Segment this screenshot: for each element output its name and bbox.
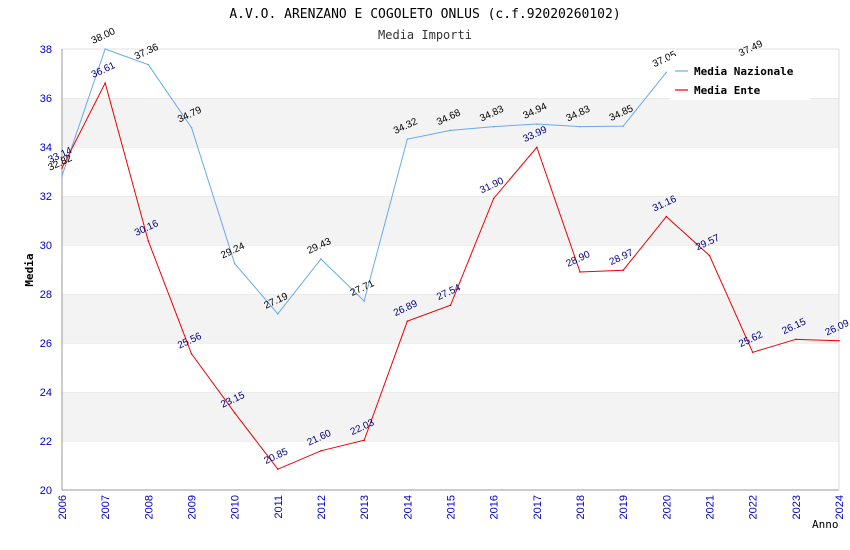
grid-band bbox=[62, 147, 839, 196]
grid-band bbox=[62, 343, 839, 392]
y-tick-label: 26 bbox=[40, 338, 52, 350]
x-tick-label: 2018 bbox=[575, 495, 587, 519]
y-tick-label: 24 bbox=[40, 387, 52, 399]
data-label-media-nazionale: 38.00 bbox=[90, 26, 118, 47]
x-tick-label: 2015 bbox=[446, 495, 458, 519]
x-tick-label: 2024 bbox=[834, 495, 846, 519]
legend: Media Nazionale Media Ente bbox=[670, 56, 810, 100]
x-tick-label: 2006 bbox=[57, 495, 69, 519]
point-media-ente bbox=[492, 197, 495, 200]
point-media-nazionale bbox=[536, 123, 538, 125]
point-media-ente bbox=[190, 352, 193, 355]
point-media-ente bbox=[233, 412, 236, 414]
x-tick-label: 2017 bbox=[532, 495, 544, 519]
x-tick-label: 2011 bbox=[273, 495, 285, 519]
y-tick-label: 38 bbox=[40, 44, 52, 56]
point-media-nazionale bbox=[449, 129, 452, 132]
point-media-nazionale bbox=[233, 262, 236, 265]
point-media-nazionale bbox=[320, 258, 322, 260]
legend-label-media-nazionale: Media Nazionale bbox=[694, 65, 794, 78]
grid-bands bbox=[62, 48, 839, 490]
grid-band bbox=[62, 441, 839, 490]
point-media-ente bbox=[147, 240, 150, 242]
point-media-ente bbox=[277, 468, 279, 470]
y-tick-label: 36 bbox=[40, 93, 52, 105]
point-media-nazionale bbox=[104, 48, 106, 50]
point-media-ente bbox=[320, 450, 322, 452]
axes bbox=[61, 49, 840, 491]
point-media-ente bbox=[579, 271, 581, 273]
x-tick-label: 2021 bbox=[705, 495, 717, 519]
point-media-nazionale bbox=[492, 125, 495, 128]
x-tick-label: 2016 bbox=[489, 495, 501, 519]
point-media-ente bbox=[795, 338, 797, 341]
x-tick-label: 2009 bbox=[187, 495, 199, 519]
x-tick-label: 2019 bbox=[618, 495, 630, 519]
point-media-ente bbox=[406, 320, 409, 322]
x-tick-label: 2022 bbox=[748, 495, 760, 519]
point-media-nazionale bbox=[277, 313, 279, 315]
chart-title: A.V.O. ARENZANO E COGOLETO ONLUS (c.f.92… bbox=[229, 7, 620, 22]
x-tick-label: 2008 bbox=[143, 495, 155, 519]
grid-band bbox=[62, 294, 839, 343]
x-tick-label: 2014 bbox=[402, 495, 414, 519]
point-media-nazionale bbox=[61, 175, 63, 177]
point-media-nazionale bbox=[579, 125, 581, 128]
point-media-ente bbox=[536, 146, 538, 149]
y-tick-label: 28 bbox=[40, 289, 52, 301]
point-media-nazionale bbox=[665, 71, 668, 74]
grid-band bbox=[62, 392, 839, 441]
point-media-nazionale bbox=[190, 126, 193, 129]
point-media-ente bbox=[622, 269, 624, 272]
y-tick-label: 34 bbox=[40, 142, 52, 154]
point-media-ente bbox=[104, 82, 106, 84]
x-tick-label: 2012 bbox=[316, 495, 328, 519]
point-media-nazionale bbox=[622, 125, 624, 127]
point-media-ente bbox=[751, 351, 754, 354]
point-media-ente bbox=[838, 339, 840, 342]
chart-subtitle: Media Importi bbox=[378, 28, 472, 42]
legend-label-media-ente: Media Ente bbox=[694, 84, 761, 97]
grid-band bbox=[62, 245, 839, 294]
y-tick-label: 22 bbox=[40, 436, 52, 448]
point-media-ente bbox=[363, 439, 365, 442]
x-tick-label: 2013 bbox=[359, 495, 371, 519]
x-axis-label: Anno bbox=[812, 518, 839, 531]
series-layer bbox=[61, 48, 840, 470]
y-tick-label: 20 bbox=[40, 485, 52, 497]
x-tick-label: 2020 bbox=[661, 495, 673, 519]
y-axis-label: Media bbox=[23, 253, 36, 286]
point-media-nazionale bbox=[406, 138, 409, 140]
grid-band bbox=[62, 98, 839, 147]
point-media-ente bbox=[708, 254, 711, 257]
y-tick-label: 32 bbox=[40, 191, 52, 203]
grid-band bbox=[62, 196, 839, 245]
x-tick-label: 2007 bbox=[100, 495, 112, 519]
x-tick-label: 2010 bbox=[230, 495, 242, 519]
x-ticks: 2006 2007 2008 2009 2010 2011 2012 2013 2014 2015… bbox=[57, 495, 846, 519]
point-media-nazionale bbox=[363, 300, 365, 302]
x-tick-label: 2023 bbox=[791, 495, 803, 519]
point-media-ente bbox=[61, 167, 63, 169]
point-media-ente bbox=[665, 215, 668, 218]
legend-background bbox=[670, 56, 810, 100]
y-ticks: 20 22 24 26 28 30 32 34 36 38 bbox=[40, 44, 52, 497]
y-tick-label: 30 bbox=[40, 240, 52, 252]
point-media-nazionale bbox=[147, 63, 150, 66]
point-media-ente bbox=[449, 304, 452, 307]
